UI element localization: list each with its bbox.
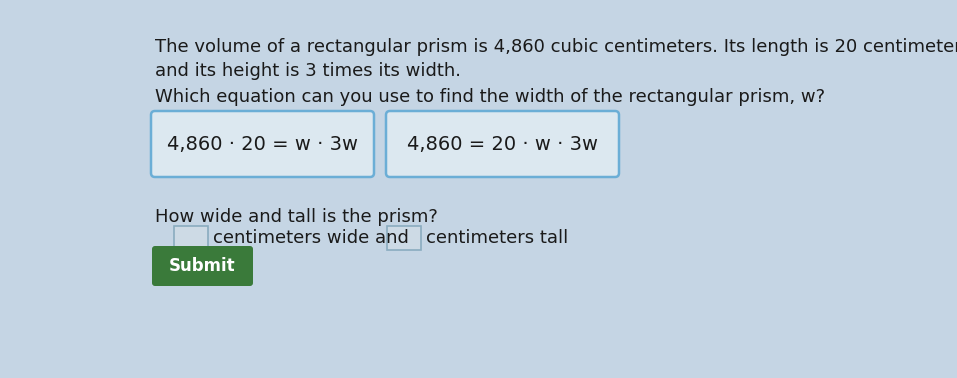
FancyBboxPatch shape xyxy=(151,111,374,177)
Text: and its height is 3 times its width.: and its height is 3 times its width. xyxy=(155,62,461,80)
FancyBboxPatch shape xyxy=(152,246,253,286)
Text: The volume of a rectangular prism is 4,860 cubic centimeters. Its length is 20 c: The volume of a rectangular prism is 4,8… xyxy=(155,38,957,56)
Text: centimeters tall: centimeters tall xyxy=(426,229,568,247)
Text: 4,860 · 20 = w · 3w: 4,860 · 20 = w · 3w xyxy=(167,135,358,153)
Text: Submit: Submit xyxy=(169,257,235,275)
Text: centimeters wide and: centimeters wide and xyxy=(213,229,409,247)
Text: 4,860 = 20 · w · 3w: 4,860 = 20 · w · 3w xyxy=(407,135,598,153)
FancyBboxPatch shape xyxy=(387,226,421,250)
Text: How wide and tall is the prism?: How wide and tall is the prism? xyxy=(155,208,438,226)
FancyBboxPatch shape xyxy=(174,226,208,250)
FancyBboxPatch shape xyxy=(386,111,619,177)
Text: Which equation can you use to find the width of the rectangular prism, w?: Which equation can you use to find the w… xyxy=(155,88,825,106)
